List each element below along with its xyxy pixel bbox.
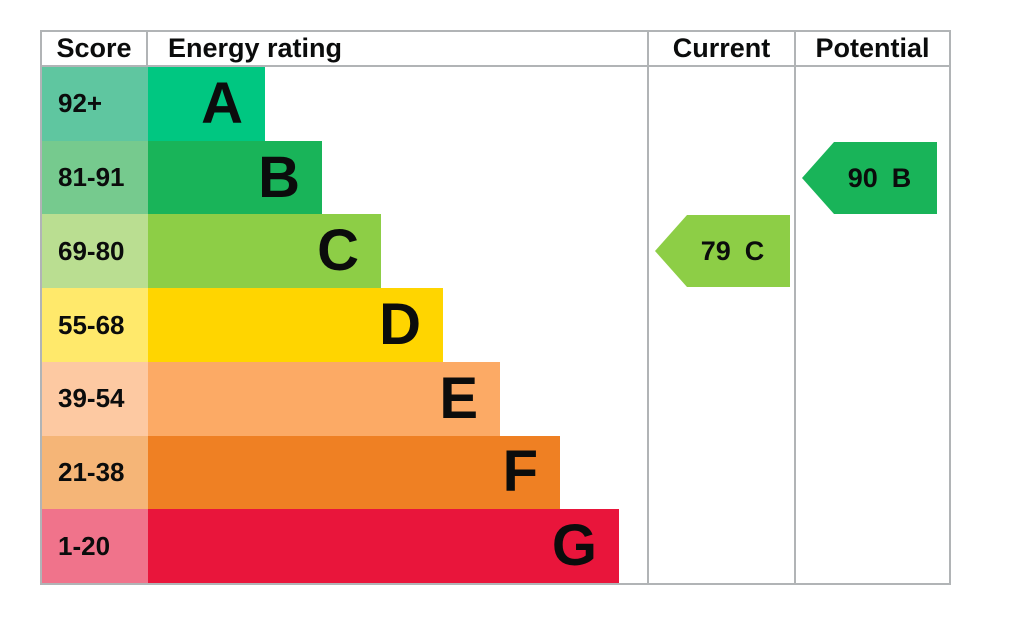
current-rating-letter: C	[744, 235, 765, 266]
band-bar-d: D	[148, 288, 443, 362]
score-range-cell: 21-38	[42, 435, 148, 510]
band-letter: C	[317, 218, 359, 284]
score-range-label: 21-38	[58, 456, 125, 487]
score-range-label: 69-80	[58, 235, 125, 266]
band-bar-g: G	[148, 509, 619, 584]
band-row-e: 39-54 E	[42, 361, 648, 436]
potential-column-divider	[794, 30, 796, 585]
score-range-label: 39-54	[58, 383, 125, 414]
band-letter: A	[201, 70, 243, 136]
score-column-divider	[146, 30, 148, 67]
band-bar-e: E	[148, 361, 500, 436]
energy-rating-header: Energy rating	[168, 33, 343, 63]
band-bar-f: F	[148, 435, 560, 510]
table-right-border	[949, 30, 951, 585]
epc-table: Score Energy rating Current Potential 92…	[40, 30, 951, 585]
energy-bands: 92+ A 81-91 B 69-80 C 55-68 D 39-54 E 21-38 F 1-20 G	[42, 67, 648, 584]
current-header: Current	[672, 33, 771, 63]
band-bar-b: B	[148, 140, 322, 215]
score-range-cell: 55-68	[42, 288, 148, 362]
potential-score-value: 90	[847, 162, 878, 193]
band-letter: D	[379, 292, 421, 358]
table-left-border	[40, 30, 42, 585]
band-row-a: 92+ A	[42, 67, 648, 141]
header-bottom-border	[40, 65, 951, 67]
band-row-b: 81-91 B	[42, 140, 648, 215]
current-column-divider	[647, 30, 649, 585]
band-row-c: 69-80 C	[42, 214, 648, 289]
score-range-label: 1-20	[58, 530, 111, 561]
potential-rating-arrow: 90 B	[802, 142, 937, 214]
score-range-cell: 69-80	[42, 214, 148, 289]
score-range-cell: 92+	[42, 67, 148, 141]
band-row-f: 21-38 F	[42, 435, 648, 510]
band-letter: B	[258, 144, 300, 210]
score-header: Score	[56, 33, 132, 63]
potential-rating-letter: B	[891, 162, 912, 193]
score-range-cell: 1-20	[42, 509, 148, 584]
current-score-value: 79	[700, 235, 731, 266]
band-letter: G	[551, 513, 597, 579]
score-range-label: 55-68	[58, 309, 125, 340]
band-row-g: 1-20 G	[42, 509, 648, 584]
score-range-cell: 81-91	[42, 140, 148, 215]
score-range-label: 81-91	[58, 162, 125, 193]
score-range-label: 92+	[58, 88, 103, 119]
band-letter: F	[502, 439, 538, 505]
band-bar-c: C	[148, 214, 381, 289]
score-range-cell: 39-54	[42, 361, 148, 436]
band-row-d: 55-68 D	[42, 288, 648, 362]
band-bar-a: A	[148, 67, 265, 141]
table-top-border	[40, 30, 951, 32]
band-letter: E	[439, 365, 478, 431]
table-bottom-border	[40, 583, 951, 585]
potential-header: Potential	[815, 33, 930, 63]
current-rating-arrow: 79 C	[655, 215, 790, 287]
